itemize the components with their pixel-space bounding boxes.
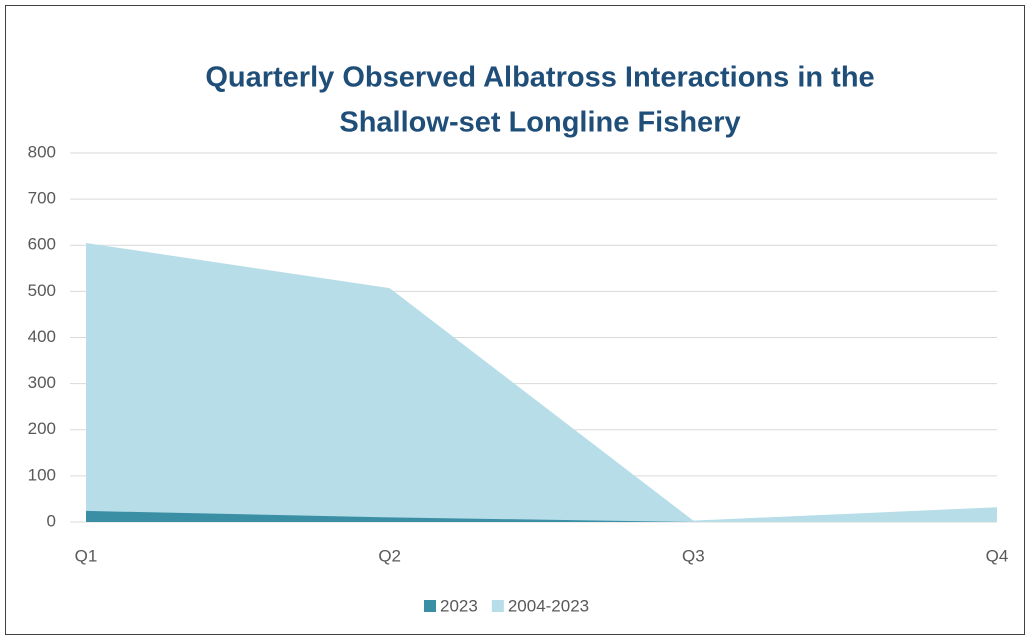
x-tick-label: Q1	[75, 546, 98, 565]
legend-label: 2023	[440, 596, 478, 615]
y-tick-label: 300	[28, 373, 56, 392]
y-tick-label: 600	[28, 235, 56, 254]
y-tick-label: 200	[28, 419, 56, 438]
y-tick-label: 500	[28, 281, 56, 300]
y-tick-label: 400	[28, 327, 56, 346]
y-tick-label: 800	[28, 142, 56, 161]
x-tick-label: Q4	[986, 546, 1009, 565]
legend-label: 2004-2023	[508, 596, 589, 615]
x-tick-label: Q3	[682, 546, 705, 565]
chart-title: Shallow-set Longline Fishery	[339, 107, 740, 139]
area	[86, 510, 997, 522]
y-tick-label: 0	[47, 511, 56, 530]
legend-swatch	[424, 600, 436, 612]
y-tick-label: 700	[28, 189, 56, 208]
x-tick-label: Q2	[378, 546, 401, 565]
legend-swatch	[491, 600, 504, 612]
chart-title: Quarterly Observed Albatross Interaction…	[205, 62, 874, 94]
area	[86, 242, 997, 522]
y-tick-label: 100	[28, 465, 56, 484]
